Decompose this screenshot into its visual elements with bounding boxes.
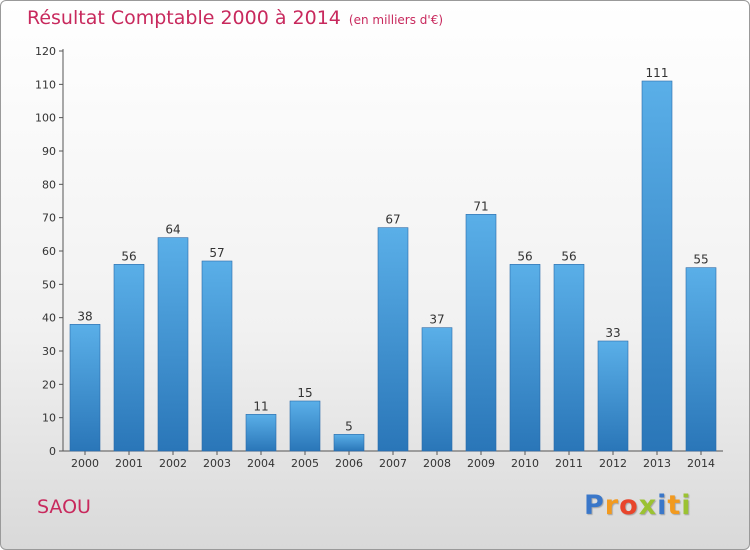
y-tick-label: 100 (35, 112, 56, 125)
x-tick-label: 2003 (203, 457, 231, 470)
bar-value-label: 11 (253, 399, 268, 413)
x-tick-label: 2007 (379, 457, 407, 470)
y-tick-label: 0 (49, 445, 56, 458)
bar-value-label: 56 (517, 249, 532, 263)
x-tick-label: 2013 (643, 457, 671, 470)
bar (641, 80, 673, 452)
y-tick-label: 120 (35, 45, 56, 58)
x-tick-label: 2000 (71, 457, 99, 470)
bar (685, 267, 717, 452)
bar (421, 327, 453, 452)
bar-value-label: 55 (693, 253, 708, 267)
bar-value-label: 67 (385, 213, 400, 227)
bar-value-label: 71 (473, 199, 488, 213)
x-tick-label: 2004 (247, 457, 275, 470)
proxiti-logo[interactable]: Proxiti (584, 490, 692, 521)
x-tick-label: 2006 (335, 457, 363, 470)
x-tick-label: 2001 (115, 457, 143, 470)
bar-value-label: 56 (121, 249, 136, 263)
logo-letter: i (657, 490, 668, 521)
y-tick-label: 20 (42, 378, 56, 391)
x-tick-label: 2012 (599, 457, 627, 470)
x-tick-label: 2010 (511, 457, 539, 470)
x-tick-label: 2009 (467, 457, 495, 470)
bar (157, 237, 189, 452)
logo-letter: x (638, 490, 658, 521)
bar-value-label: 64 (165, 223, 180, 237)
y-tick-label: 80 (42, 178, 56, 191)
bar-value-label: 56 (561, 249, 576, 263)
logo-letter: o (619, 490, 639, 521)
logo-letter: r (604, 490, 620, 521)
bar (69, 324, 101, 452)
bar (509, 264, 541, 452)
bar-value-label: 5 (345, 419, 353, 433)
logo-letter: i (681, 490, 692, 521)
y-tick-label: 30 (42, 345, 56, 358)
bar-value-label: 57 (209, 246, 224, 260)
logo-letter: t (667, 490, 682, 521)
chart-bars (69, 80, 717, 452)
x-tick-label: 2014 (687, 457, 715, 470)
chart-title: Résultat Comptable 2000 à 2014 (en millie… (27, 7, 443, 29)
bar (465, 214, 497, 452)
y-tick-label: 110 (35, 78, 56, 91)
bar-value-label: 38 (77, 309, 92, 323)
chart-title-text: Résultat Comptable 2000 à 2014 (27, 7, 341, 29)
bar (113, 264, 145, 452)
x-tick-label: 2008 (423, 457, 451, 470)
bar (377, 227, 409, 452)
y-tick-label: 60 (42, 245, 56, 258)
bar (553, 264, 585, 452)
bar-value-label: 15 (297, 386, 312, 400)
bar (201, 260, 233, 452)
y-tick-label: 90 (42, 145, 56, 158)
bar (597, 340, 629, 452)
bar (245, 414, 277, 452)
chart-subtitle: (en milliers d'€) (348, 13, 444, 27)
bar-value-label: 111 (646, 66, 669, 80)
y-tick-label: 10 (42, 412, 56, 425)
x-tick-label: 2002 (159, 457, 187, 470)
y-tick-label: 40 (42, 312, 56, 325)
bar (333, 434, 365, 452)
y-tick-label: 50 (42, 278, 56, 291)
x-tick-label: 2005 (291, 457, 319, 470)
commune-name: SAOU (37, 496, 91, 518)
logo-letter: P (584, 490, 605, 521)
bar-value-label: 33 (605, 326, 620, 340)
y-tick-label: 70 (42, 212, 56, 225)
bar-value-label: 37 (429, 313, 444, 327)
x-tick-label: 2011 (555, 457, 583, 470)
bar (289, 400, 321, 452)
